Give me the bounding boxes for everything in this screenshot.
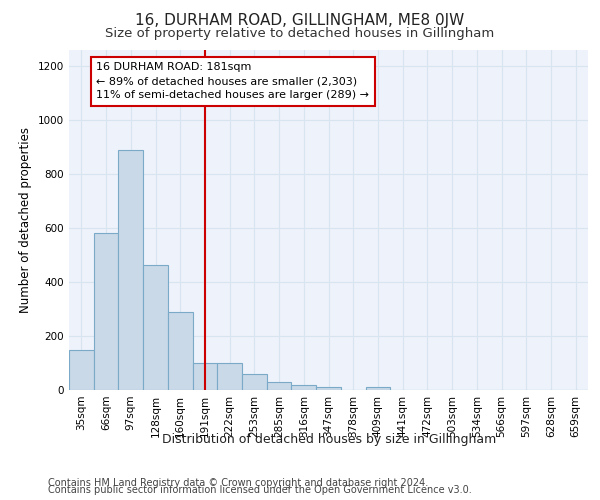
Text: Size of property relative to detached houses in Gillingham: Size of property relative to detached ho… bbox=[106, 28, 494, 40]
Text: Contains HM Land Registry data © Crown copyright and database right 2024.: Contains HM Land Registry data © Crown c… bbox=[48, 478, 428, 488]
Bar bbox=[118, 150, 143, 390]
Bar bbox=[292, 384, 316, 390]
Bar bbox=[94, 234, 118, 390]
Text: Contains public sector information licensed under the Open Government Licence v3: Contains public sector information licen… bbox=[48, 485, 472, 495]
Text: Distribution of detached houses by size in Gillingham: Distribution of detached houses by size … bbox=[161, 432, 496, 446]
Bar bbox=[242, 374, 267, 390]
Bar bbox=[69, 350, 94, 390]
Text: 16, DURHAM ROAD, GILLINGHAM, ME8 0JW: 16, DURHAM ROAD, GILLINGHAM, ME8 0JW bbox=[136, 12, 464, 28]
Bar bbox=[217, 363, 242, 390]
Y-axis label: Number of detached properties: Number of detached properties bbox=[19, 127, 32, 313]
Bar bbox=[267, 382, 292, 390]
Bar bbox=[193, 363, 217, 390]
Bar bbox=[143, 264, 168, 390]
Bar bbox=[168, 312, 193, 390]
Bar bbox=[316, 388, 341, 390]
Text: 16 DURHAM ROAD: 181sqm
← 89% of detached houses are smaller (2,303)
11% of semi-: 16 DURHAM ROAD: 181sqm ← 89% of detached… bbox=[96, 62, 369, 100]
Bar bbox=[365, 388, 390, 390]
